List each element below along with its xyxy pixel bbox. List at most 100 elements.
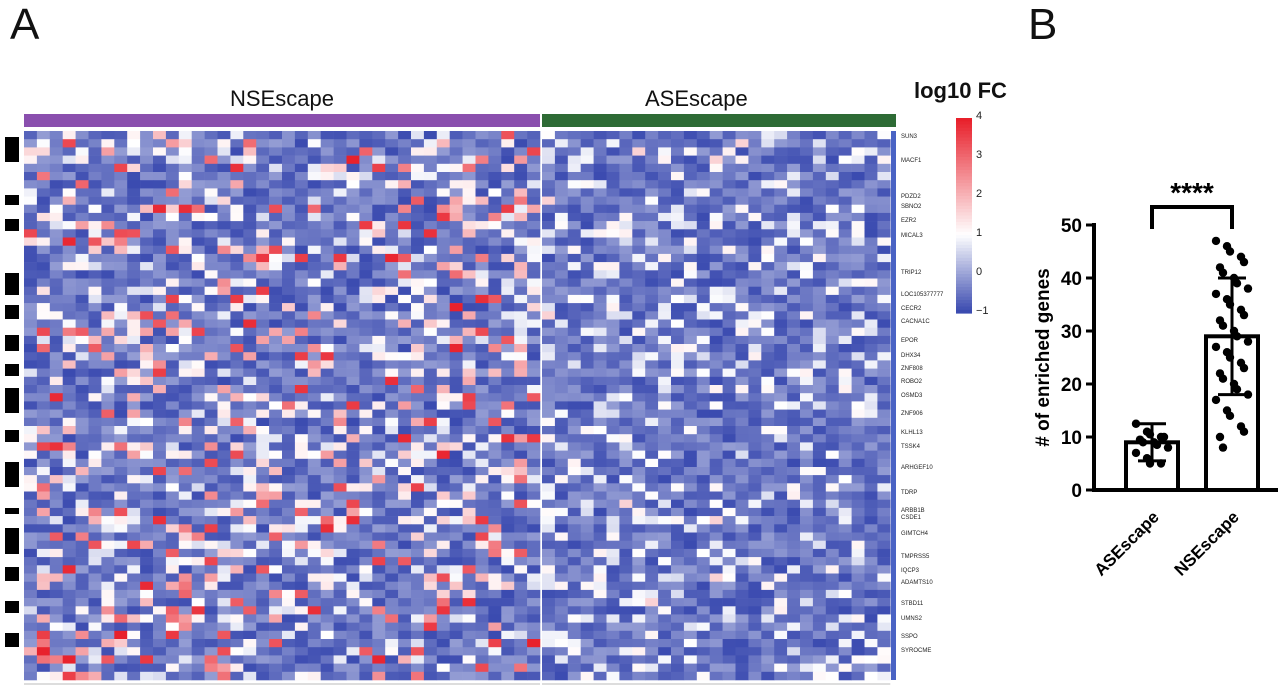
heatmap-cell	[501, 147, 515, 156]
heatmap-cell	[501, 139, 515, 148]
heatmap-cell	[346, 212, 360, 222]
heatmap-cell	[696, 229, 710, 238]
heatmap-cell	[88, 368, 102, 378]
heatmap-cell	[178, 442, 192, 451]
heatmap-cell	[449, 417, 463, 427]
heatmap-cell	[372, 598, 386, 607]
heatmap-cell	[787, 671, 801, 681]
heatmap-cell	[230, 155, 244, 165]
heatmap-cell	[722, 557, 736, 566]
heatmap-cell	[359, 319, 373, 328]
heatmap-cell	[645, 524, 659, 533]
heatmap-cell	[153, 458, 167, 468]
heatmap-cell	[269, 245, 283, 255]
heatmap-cell	[282, 237, 296, 246]
heatmap-cell	[501, 393, 515, 402]
heatmap-cell	[645, 311, 659, 320]
heatmap-cell	[127, 335, 141, 345]
heatmap-cell	[191, 499, 205, 509]
heatmap-cell	[243, 385, 257, 394]
heatmap-cell	[449, 360, 463, 369]
heatmap-cell	[114, 614, 128, 623]
heatmap-cell	[411, 467, 425, 476]
heatmap-cell	[230, 270, 244, 279]
heatmap-cell	[256, 557, 270, 566]
heatmap-cell	[49, 180, 63, 189]
heatmap-cell	[864, 196, 878, 206]
heatmap-cell	[359, 204, 373, 214]
heatmap-cell	[346, 606, 360, 615]
heatmap-cell	[580, 253, 594, 263]
heatmap-cell	[722, 499, 736, 509]
heatmap-cell	[709, 311, 723, 320]
heatmap-cell	[527, 196, 541, 206]
heatmap-cell	[153, 442, 167, 451]
heatmap-cell	[423, 663, 438, 673]
heatmap-cell	[178, 483, 192, 492]
heatmap-cell	[114, 376, 128, 386]
heatmap-cell	[24, 368, 38, 378]
heatmap-cell	[217, 639, 231, 648]
heatmap-cell	[696, 483, 710, 492]
data-point	[1243, 284, 1253, 293]
heatmap-cell	[88, 237, 102, 246]
heatmap-cell	[800, 139, 814, 148]
heatmap-cell	[554, 483, 569, 492]
heatmap-cell	[761, 237, 775, 246]
heatmap-cell	[114, 196, 128, 206]
heatmap-cell	[398, 647, 412, 656]
gene-label: SUN3	[901, 134, 918, 140]
heatmap-cell	[230, 532, 244, 541]
gene-label: ARHGEF10	[901, 465, 933, 471]
heatmap-cell	[632, 180, 646, 189]
heatmap-cell	[838, 573, 852, 582]
heatmap-cell	[774, 376, 788, 386]
heatmap-cell	[153, 344, 167, 353]
heatmap-cell	[333, 540, 347, 550]
heatmap-cell	[514, 507, 528, 517]
heatmap-cell	[449, 450, 463, 460]
heatmap-cell	[449, 212, 463, 222]
heatmap-cell	[294, 426, 309, 435]
heatmap-cell	[501, 671, 515, 681]
heatmap-cell	[632, 614, 646, 623]
heatmap-cell	[282, 385, 296, 394]
heatmap-cell	[178, 467, 192, 476]
heatmap-cell	[787, 229, 801, 238]
heatmap-cell	[774, 532, 788, 541]
heatmap-cell	[256, 335, 270, 345]
legend-color-step	[956, 150, 972, 155]
heatmap-cell	[49, 598, 63, 607]
heatmap-cell	[385, 278, 399, 287]
heatmap-cell	[269, 196, 283, 206]
heatmap-cell	[282, 360, 296, 369]
legend-color-step	[956, 248, 972, 252]
heatmap-cell	[527, 401, 541, 410]
heatmap-cell	[488, 253, 502, 263]
heatmap-cell	[346, 376, 360, 386]
heatmap-cell	[761, 557, 775, 566]
heatmap-cell	[475, 147, 489, 156]
heatmap-cell	[580, 548, 594, 558]
heatmap-cell	[567, 417, 581, 427]
heatmap-cell	[735, 245, 749, 255]
heatmap-cell	[243, 188, 257, 197]
heatmap-cell	[619, 598, 633, 607]
heatmap-cell	[825, 245, 839, 255]
heatmap-cell	[606, 442, 620, 451]
heatmap-cell	[346, 344, 360, 353]
heatmap-cell	[191, 286, 205, 296]
heatmap-cell	[256, 630, 270, 640]
heatmap-cell	[683, 458, 698, 468]
heatmap-cell	[449, 270, 463, 279]
heatmap-cell	[501, 131, 515, 140]
heatmap-cell	[333, 237, 347, 246]
heatmap-cell	[709, 368, 723, 378]
gene-label: EPOR	[901, 338, 919, 344]
heatmap-cell	[542, 647, 556, 656]
heatmap-cell	[632, 409, 646, 419]
heatmap-cell	[696, 573, 710, 582]
heatmap-cell	[449, 671, 463, 681]
heatmap-cell	[761, 196, 775, 206]
heatmap-cell	[696, 606, 710, 615]
